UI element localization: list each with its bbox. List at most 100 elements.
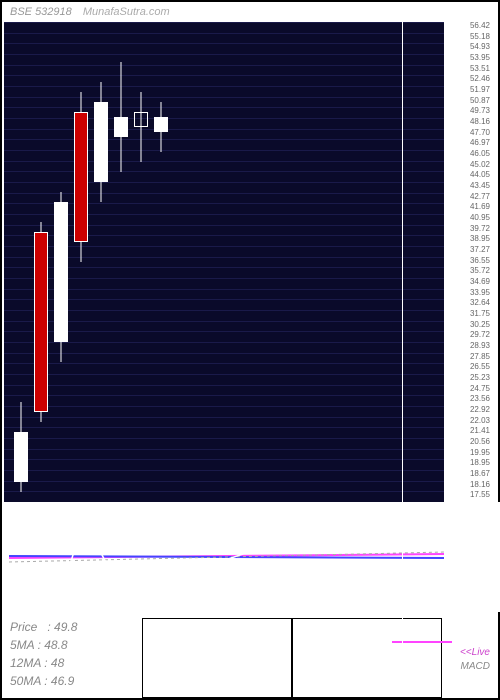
y-axis-label: 20.56 xyxy=(470,438,490,446)
live-label: <<Live xyxy=(460,647,490,658)
grid-line xyxy=(4,193,444,194)
bottom-box-1 xyxy=(142,618,292,698)
y-axis-label: 51.97 xyxy=(470,86,490,94)
grid-line xyxy=(4,75,444,76)
ticker-label: BSE 532918 xyxy=(10,6,72,18)
y-axis-label: 22.92 xyxy=(470,406,490,414)
y-axis-label: 34.69 xyxy=(470,278,490,286)
y-axis-label: 25.23 xyxy=(470,374,490,382)
candle[interactable] xyxy=(74,92,88,262)
grid-line xyxy=(4,182,444,183)
candle[interactable] xyxy=(54,192,68,362)
grid-line xyxy=(4,161,444,162)
price-row: Price : 49.8 xyxy=(10,618,77,636)
y-axis-label: 24.75 xyxy=(470,385,490,393)
grid-line xyxy=(4,395,444,396)
price-chart[interactable] xyxy=(4,22,444,502)
macd-panel[interactable] xyxy=(4,502,500,612)
grid-line xyxy=(4,129,444,130)
candle-body xyxy=(134,112,148,127)
site-label: MunafaSutra.com xyxy=(83,6,170,18)
grid-line xyxy=(4,310,444,311)
grid-line xyxy=(4,267,444,268)
grid-line xyxy=(4,374,444,375)
ma12-value: 48 xyxy=(51,656,64,670)
price-value: 49.8 xyxy=(54,620,77,634)
y-axis-label: 31.75 xyxy=(470,310,490,318)
grid-line xyxy=(4,406,444,407)
y-axis-label: 43.45 xyxy=(470,182,490,190)
y-axis-label: 21.41 xyxy=(470,427,490,435)
ma5-row: 5MA : 48.8 xyxy=(10,636,77,654)
y-axis-label: 55.18 xyxy=(470,33,490,41)
y-axis-label: 26.55 xyxy=(470,363,490,371)
grid-line xyxy=(4,97,444,98)
grid-line xyxy=(4,299,444,300)
y-axis-label: 52.46 xyxy=(470,75,490,83)
y-axis-label: 19.95 xyxy=(470,449,490,457)
candle-body xyxy=(94,102,108,182)
y-axis-label: 23.56 xyxy=(470,395,490,403)
y-axis-label: 39.72 xyxy=(470,225,490,233)
candle[interactable] xyxy=(34,222,48,422)
grid-line xyxy=(4,363,444,364)
grid-line xyxy=(4,427,444,428)
grid-line xyxy=(4,139,444,140)
grid-line xyxy=(4,331,444,332)
grid-line xyxy=(4,321,444,322)
y-axis-label: 53.51 xyxy=(470,65,490,73)
y-axis-label: 46.05 xyxy=(470,150,490,158)
y-axis: 56.4255.1854.9353.9553.5152.4651.9750.87… xyxy=(440,22,490,502)
candle-body xyxy=(54,202,68,342)
candle[interactable] xyxy=(94,82,108,202)
y-axis-label: 56.42 xyxy=(470,22,490,30)
y-axis-label: 46.97 xyxy=(470,139,490,147)
y-axis-label: 28.93 xyxy=(470,342,490,350)
macd-svg xyxy=(4,502,500,612)
grid-line xyxy=(4,203,444,204)
y-axis-label: 45.02 xyxy=(470,161,490,169)
ma12-label: 12MA xyxy=(10,656,41,670)
y-axis-label: 32.64 xyxy=(470,299,490,307)
candle[interactable] xyxy=(134,92,148,162)
grid-line xyxy=(4,54,444,55)
candle-wick xyxy=(141,92,142,162)
ma50-value: 46.9 xyxy=(51,674,74,688)
grid-line xyxy=(4,65,444,66)
y-axis-label: 18.95 xyxy=(470,459,490,467)
price-label: Price xyxy=(10,620,37,634)
y-axis-label: 53.95 xyxy=(470,54,490,62)
chart-container: BSE 532918 MunafaSutra.com 56.4255.1854.… xyxy=(0,0,500,700)
grid-line xyxy=(4,470,444,471)
y-axis-label: 36.55 xyxy=(470,257,490,265)
candle-body xyxy=(34,232,48,412)
y-axis-label: 50.87 xyxy=(470,97,490,105)
info-box: Price : 49.8 5MA : 48.8 12MA : 48 50MA :… xyxy=(10,618,77,690)
y-axis-label: 37.27 xyxy=(470,246,490,254)
grid-line xyxy=(4,459,444,460)
y-axis-label: 38.95 xyxy=(470,235,490,243)
ma50-label: 50MA xyxy=(10,674,41,688)
y-axis-label: 17.55 xyxy=(470,491,490,499)
grid-line xyxy=(4,225,444,226)
candle[interactable] xyxy=(14,402,28,492)
y-axis-label: 29.72 xyxy=(470,331,490,339)
candle-body xyxy=(154,117,168,132)
candle-body xyxy=(14,432,28,482)
grid-line xyxy=(4,289,444,290)
grid-line xyxy=(4,214,444,215)
cursor-line xyxy=(402,22,403,682)
pink-indicator-line xyxy=(392,641,452,643)
bottom-boxes xyxy=(142,618,442,698)
grid-line xyxy=(4,491,444,492)
y-axis-label: 18.16 xyxy=(470,481,490,489)
y-axis-label: 40.95 xyxy=(470,214,490,222)
bottom-box-2 xyxy=(292,618,442,698)
candle[interactable] xyxy=(154,102,168,152)
grid-line xyxy=(4,257,444,258)
candle-body xyxy=(114,117,128,137)
grid-line xyxy=(4,118,444,119)
grid-line xyxy=(4,417,444,418)
grid-line xyxy=(4,86,444,87)
candle[interactable] xyxy=(114,62,128,172)
